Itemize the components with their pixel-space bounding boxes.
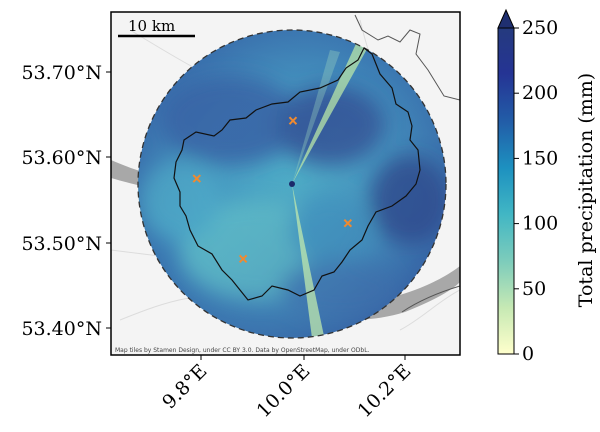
map-frame bbox=[110, 11, 461, 356]
radar-coverage bbox=[138, 30, 446, 338]
colorbar-extend-arrow bbox=[497, 8, 515, 29]
longitude-axis: 9.8°E 10.0°E 10.2°E bbox=[158, 355, 416, 422]
scale-bar: 10 km bbox=[118, 17, 195, 38]
lon-tick-label: 9.8°E bbox=[158, 360, 211, 413]
station-markers bbox=[192, 116, 353, 263]
radar-site bbox=[289, 181, 295, 187]
station-marker bbox=[343, 218, 353, 228]
latitude-axis: 53.70°N 53.60°N 53.50°N 53.40°N bbox=[21, 62, 111, 340]
lat-tick-label: 53.50°N bbox=[21, 233, 102, 255]
lat-tick-label: 53.40°N bbox=[21, 318, 102, 340]
lat-tick-label: 53.60°N bbox=[21, 147, 102, 169]
colorbar-tick-label: 100 bbox=[522, 213, 558, 235]
colorbar-tick-label: 150 bbox=[522, 147, 558, 169]
lon-tick-label: 10.0°E bbox=[253, 360, 315, 422]
beam-streak-north-faint bbox=[292, 50, 340, 184]
scale-bar-label: 10 km bbox=[128, 17, 175, 35]
radar-range-ring bbox=[137, 29, 447, 339]
city-boundary bbox=[173, 47, 421, 301]
colorbar-tick-label: 250 bbox=[522, 17, 558, 39]
state-boundary-outer bbox=[354, 14, 460, 101]
station-marker bbox=[288, 116, 298, 125]
station-marker bbox=[192, 174, 201, 183]
colorbar-bar bbox=[497, 27, 515, 355]
beam-streak-south bbox=[292, 184, 324, 338]
beam-streak-north bbox=[292, 35, 372, 184]
colorbar-tick-label: 0 bbox=[522, 343, 534, 365]
map-panel: 10 km Map tiles by Stamen Design, under … bbox=[110, 11, 461, 356]
map-attribution: Map tiles by Stamen Design, under CC BY … bbox=[115, 347, 370, 354]
colorbar: 0 50 100 150 200 250 Total precipitation (mm) bbox=[497, 8, 597, 365]
lat-tick-label: 53.70°N bbox=[21, 62, 102, 84]
colorbar-tick-label: 200 bbox=[522, 82, 558, 104]
state-boundary-southeast bbox=[401, 285, 460, 313]
colorbar-tick-label: 50 bbox=[522, 278, 546, 300]
colorbar-ticks: 0 50 100 150 200 250 bbox=[514, 17, 558, 365]
lon-tick-label: 10.2°E bbox=[354, 360, 416, 422]
station-marker bbox=[238, 254, 248, 263]
colorbar-label: Total precipitation (mm) bbox=[575, 73, 597, 307]
